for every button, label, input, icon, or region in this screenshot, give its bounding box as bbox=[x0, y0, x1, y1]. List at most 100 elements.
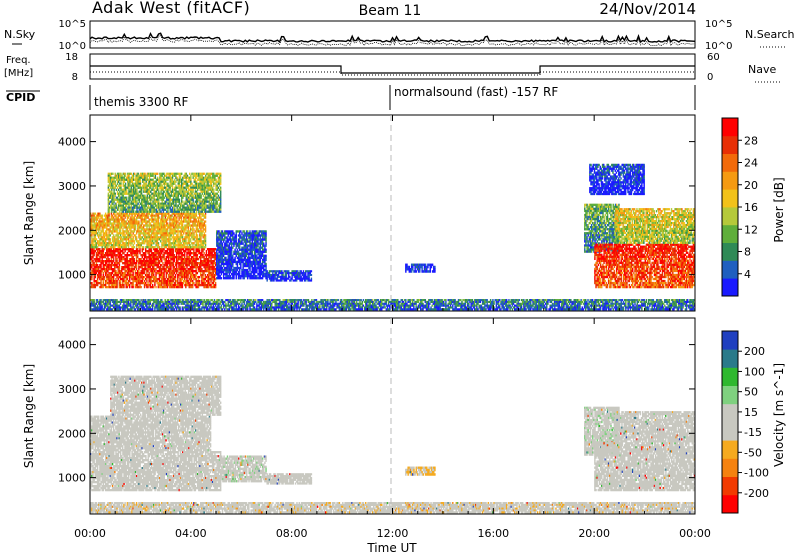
scatter-cell bbox=[110, 228, 111, 230]
scatter-cell bbox=[173, 203, 174, 205]
scatter-cell bbox=[106, 232, 107, 234]
scatter-cell bbox=[162, 185, 163, 187]
scatter-cell bbox=[200, 266, 201, 268]
scatter-cell bbox=[170, 187, 171, 189]
scatter-cell bbox=[187, 175, 188, 177]
scatter-cell bbox=[153, 220, 154, 222]
scatter-cell bbox=[139, 252, 140, 254]
scatter-cell bbox=[174, 266, 175, 268]
scatter-cell bbox=[132, 236, 133, 238]
scatter-cell bbox=[208, 276, 209, 278]
scatter-cell bbox=[109, 189, 110, 191]
scatter-cell bbox=[171, 282, 172, 284]
scatter-cell bbox=[197, 226, 198, 228]
scatter-cell bbox=[143, 248, 144, 250]
scatter-cell bbox=[110, 220, 111, 222]
scatter-cell bbox=[163, 199, 164, 201]
scatter-cell bbox=[203, 248, 204, 250]
scatter-cell bbox=[112, 173, 113, 175]
scatter-cell bbox=[106, 230, 107, 232]
scatter-cell bbox=[113, 217, 114, 219]
scatter-cell bbox=[103, 228, 104, 230]
nsearch-label: N.Search bbox=[745, 28, 795, 41]
scatter-cell bbox=[211, 252, 212, 254]
scatter-cell bbox=[158, 201, 159, 203]
scatter-cell bbox=[113, 189, 114, 191]
scatter-cell bbox=[112, 262, 113, 264]
scatter-cell bbox=[180, 240, 181, 242]
scatter-cell bbox=[125, 183, 126, 185]
scatter-cell bbox=[184, 193, 185, 195]
scatter-cell bbox=[142, 203, 143, 205]
scatter-cell bbox=[186, 189, 187, 191]
scatter-cell bbox=[115, 278, 116, 280]
scatter-cell bbox=[104, 276, 105, 278]
scatter-cell bbox=[137, 252, 138, 254]
scatter-cell bbox=[170, 238, 171, 240]
scatter-cell bbox=[174, 209, 175, 211]
scatter-cell bbox=[176, 218, 177, 220]
scatter-cell bbox=[134, 217, 135, 219]
scatter-cell bbox=[185, 250, 186, 252]
scatter-cell bbox=[213, 272, 214, 274]
scatter-cell bbox=[147, 195, 148, 197]
scatter-cell bbox=[167, 222, 168, 224]
scatter-cell bbox=[139, 278, 140, 280]
nave-label: Nave bbox=[748, 63, 776, 76]
scatter-cell bbox=[98, 254, 99, 256]
scatter-cell bbox=[196, 218, 197, 220]
scatter-cell bbox=[199, 248, 200, 250]
scatter-cell bbox=[193, 242, 194, 244]
scatter-cell bbox=[118, 234, 119, 236]
scatter-cell bbox=[194, 222, 195, 224]
scatter-cell bbox=[132, 248, 133, 250]
scatter-cell bbox=[126, 224, 127, 226]
scatter-cell bbox=[136, 258, 137, 260]
scatter-cell bbox=[184, 254, 185, 256]
scatter-cell bbox=[121, 254, 122, 256]
scatter-cell bbox=[108, 205, 109, 207]
scatter-cell bbox=[144, 280, 145, 282]
scatter-cell bbox=[195, 260, 196, 262]
scatter-cell bbox=[175, 189, 176, 191]
scatter-cell bbox=[108, 224, 109, 226]
scatter-cell bbox=[131, 266, 132, 268]
scatter-cell bbox=[184, 266, 185, 268]
scatter-cell bbox=[103, 282, 104, 284]
scatter-cell bbox=[209, 270, 210, 272]
scatter-cell bbox=[166, 258, 167, 260]
scatter-cell bbox=[133, 175, 134, 177]
scatter-cell bbox=[108, 213, 109, 215]
scatter-cell bbox=[116, 205, 117, 207]
scatter-cell bbox=[153, 207, 154, 209]
scatter-cell bbox=[167, 286, 168, 288]
scatter-cell bbox=[152, 284, 153, 286]
scatter-cell bbox=[132, 274, 133, 276]
scatter-cell bbox=[100, 264, 101, 266]
scatter-cell bbox=[168, 258, 169, 260]
scatter-cell bbox=[156, 209, 157, 211]
scatter-cell bbox=[151, 250, 152, 252]
date-title: 24/Nov/2014 bbox=[599, 0, 696, 18]
scatter-cell bbox=[120, 185, 121, 187]
scatter-cell bbox=[177, 278, 178, 280]
scatter-cell bbox=[128, 217, 129, 219]
scatter-cell bbox=[91, 234, 92, 236]
scatter-cell bbox=[199, 215, 200, 217]
scatter-cell bbox=[139, 250, 140, 252]
cpid-label: CPID bbox=[6, 91, 35, 104]
scatter-cell bbox=[95, 286, 96, 288]
scatter-cell bbox=[166, 201, 167, 203]
scatter-cell bbox=[185, 286, 186, 288]
scatter-cell bbox=[154, 282, 155, 284]
scatter-cell bbox=[193, 228, 194, 230]
scatter-cell bbox=[209, 264, 210, 266]
scatter-cell bbox=[98, 268, 99, 270]
scatter-cell bbox=[185, 238, 186, 240]
scatter-cell bbox=[192, 195, 193, 197]
scatter-cell bbox=[100, 280, 101, 282]
scatter-cell bbox=[205, 234, 206, 236]
scatter-cell bbox=[214, 266, 215, 268]
scatter-cell bbox=[141, 191, 142, 193]
scatter-cell bbox=[116, 258, 117, 260]
